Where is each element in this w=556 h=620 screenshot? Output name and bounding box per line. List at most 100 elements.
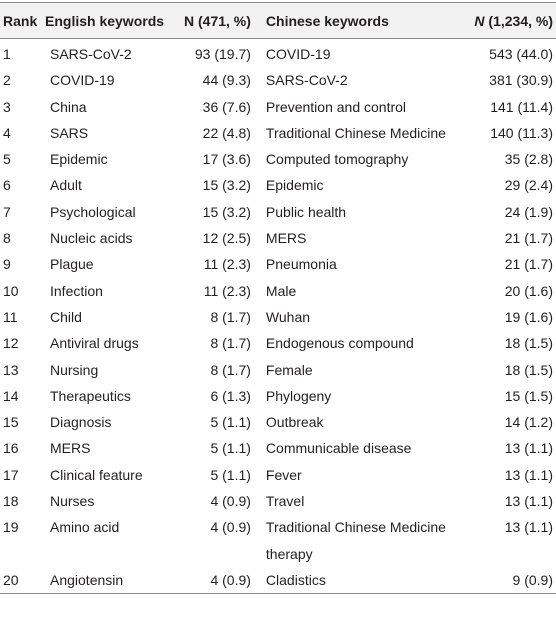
table-cell: 13 (1.1) <box>504 466 553 483</box>
column-header: N (1,234, %) <box>468 2 556 39</box>
table-cell: 15 <box>3 414 19 431</box>
table-cell: Pneumonia <box>265 256 337 273</box>
table-cell: Traditional Chinese Medicine therapy <box>265 519 446 562</box>
table-body: 1 SARS-CoV-2 93 (19.7) COVID-19 543 (44.0) 2 C… <box>0 39 556 595</box>
table-cell: 20 (1.6) <box>504 282 553 299</box>
table-cell: 22 (4.8) <box>202 124 251 141</box>
table-row: 6 Adult 15 (3.2) Epidemic 29 (2.4) <box>0 172 556 198</box>
table-cell: 17 <box>3 466 19 483</box>
table-cell: Male <box>265 282 297 299</box>
table-row: 4 SARS 22 (4.8) Traditional Chinese Medicin… <box>0 120 556 146</box>
table-cell: 12 <box>3 335 19 352</box>
table-cell: Cladistics <box>253 566 469 595</box>
table-cell: 141 (11.4) <box>490 98 553 115</box>
table-cell: Prevention and control <box>265 98 407 115</box>
table-header: Rank English keywords N (471, %) Chinese… <box>0 2 556 39</box>
table-cell: 36 (7.6) <box>202 98 251 115</box>
table-cell: 24 (1.9) <box>504 203 553 220</box>
table-cell: Therapeutics <box>50 387 131 404</box>
table-cell: 4 <box>3 124 11 141</box>
table-cell: 4 (0.9) <box>210 493 251 510</box>
table-cell: Wuhan <box>265 308 311 325</box>
table-cell: Outbreak <box>265 414 324 431</box>
table-cell: 8 (1.7) <box>210 335 251 352</box>
table-cell: MERS <box>50 440 91 457</box>
table-cell: COVID-19 <box>50 72 115 89</box>
table-row: 13 Nursing 8 (1.7) Female 18 (1.5) <box>0 357 556 383</box>
table-cell: 13 (1.1) <box>504 519 553 536</box>
table-cell: Public health <box>265 203 347 220</box>
table-cell: 14 <box>3 387 19 404</box>
table-cell: Communicable disease <box>265 440 412 457</box>
table-cell: 140 (11.3) <box>490 124 553 141</box>
table-cell: Computed tomography <box>265 151 409 168</box>
table-cell: Female <box>265 361 313 378</box>
table-cell: 20 <box>0 566 42 595</box>
keyword-table: Rank English keywords N (471, %) Chinese… <box>0 2 556 595</box>
table-row: 9 Plague 11 (2.3) Pneumonia 21 (1.7) <box>0 251 556 277</box>
table-cell: 4 (0.9) <box>210 519 251 536</box>
table-cell: 18 <box>3 493 19 510</box>
table-cell: 13 <box>3 361 19 378</box>
table-cell: 8 (1.7) <box>210 308 251 325</box>
table-cell: China <box>50 98 87 115</box>
table-cell: 11 (2.3) <box>203 256 251 273</box>
table-cell: 8 (1.7) <box>210 361 251 378</box>
table-cell: 6 (1.3) <box>210 387 251 404</box>
table-row: 15 Diagnosis 5 (1.1) Outbreak 14 (1.2) <box>0 409 556 435</box>
table-cell: 381 (30.9) <box>489 72 553 89</box>
table-row: 16 MERS 5 (1.1) Communicable disease 13 (1.1… <box>0 435 556 461</box>
table-cell: MERS <box>265 230 307 247</box>
header-row: Rank English keywords N (471, %) Chinese… <box>0 2 556 39</box>
table-cell: Psychological <box>50 203 136 220</box>
table-cell: Epidemic <box>265 177 324 194</box>
table-cell: Nucleic acids <box>50 230 133 247</box>
table-row: 11 Child 8 (1.7) Wuhan 19 (1.6) <box>0 304 556 330</box>
table-row: 14 Therapeutics 6 (1.3) Phylogeny 15 (1.5) <box>0 383 556 409</box>
table-row: 18 Nurses 4 (0.9) Travel 13 (1.1) <box>0 488 556 514</box>
table-cell: Plague <box>50 256 94 273</box>
table-cell: Infection <box>50 282 103 299</box>
table-cell: 9 <box>3 256 11 273</box>
table-row: 17 Clinical feature 5 (1.1) Fever 13 (1.1) <box>0 462 556 488</box>
table-cell: 4 (0.9) <box>181 566 254 595</box>
table-cell: 6 <box>3 177 11 194</box>
table-cell: Diagnosis <box>50 414 112 431</box>
table-cell: SARS-CoV-2 <box>50 46 132 62</box>
table-row: 1 SARS-CoV-2 93 (19.7) COVID-19 543 (44.0) <box>0 39 556 68</box>
table-row: 20 Angiotensin 4 (0.9) Cladistics 9 (0.9) <box>0 566 556 595</box>
table-cell: Antiviral drugs <box>50 335 139 352</box>
table-cell: 11 <box>3 308 18 325</box>
table-cell: 17 (3.6) <box>202 151 251 168</box>
table-cell: 44 (9.3) <box>202 72 251 89</box>
column-header: Rank <box>0 2 42 39</box>
table-row: 2 COVID-19 44 (9.3) SARS-CoV-2 381 (30.9) <box>0 67 556 93</box>
table-row: 5 Epidemic 17 (3.6) Computed tomography 35 (… <box>0 146 556 172</box>
column-header: N (471, %) <box>181 2 254 39</box>
table-cell: 13 (1.1) <box>504 493 553 510</box>
table-row: 19 Amino acid 4 (0.9) Traditional Chinese M… <box>0 514 556 567</box>
table-row: 10 Infection 11 (2.3) Male 20 (1.6) <box>0 278 556 304</box>
table-cell: 5 (1.1) <box>210 414 251 431</box>
table-cell: 21 (1.7) <box>504 256 553 273</box>
table-cell: 19 <box>3 519 19 536</box>
table-cell: 21 (1.7) <box>504 230 553 247</box>
table-cell: 1 <box>3 46 11 62</box>
table-cell: 5 <box>3 151 11 168</box>
table-cell: Epidemic <box>50 151 108 168</box>
table-cell: Fever <box>265 466 302 483</box>
table-cell: 2 <box>3 72 11 89</box>
table-cell: Traditional Chinese Medicine <box>265 124 446 141</box>
table-cell: 16 <box>3 440 19 457</box>
table-cell: SARS <box>50 124 89 141</box>
table-cell: 13 (1.1) <box>504 440 553 457</box>
table-cell: 9 (0.9) <box>468 566 556 595</box>
table-cell: 18 (1.5) <box>504 361 553 378</box>
table-cell: 14 (1.2) <box>504 414 553 431</box>
table-cell: SARS-CoV-2 <box>265 72 348 89</box>
table-row: 3 China 36 (7.6) Prevention and control 141 … <box>0 94 556 120</box>
table-cell: 12 (2.5) <box>202 230 251 247</box>
table-cell: Phylogeny <box>265 387 332 404</box>
table-cell: Amino acid <box>50 519 120 536</box>
